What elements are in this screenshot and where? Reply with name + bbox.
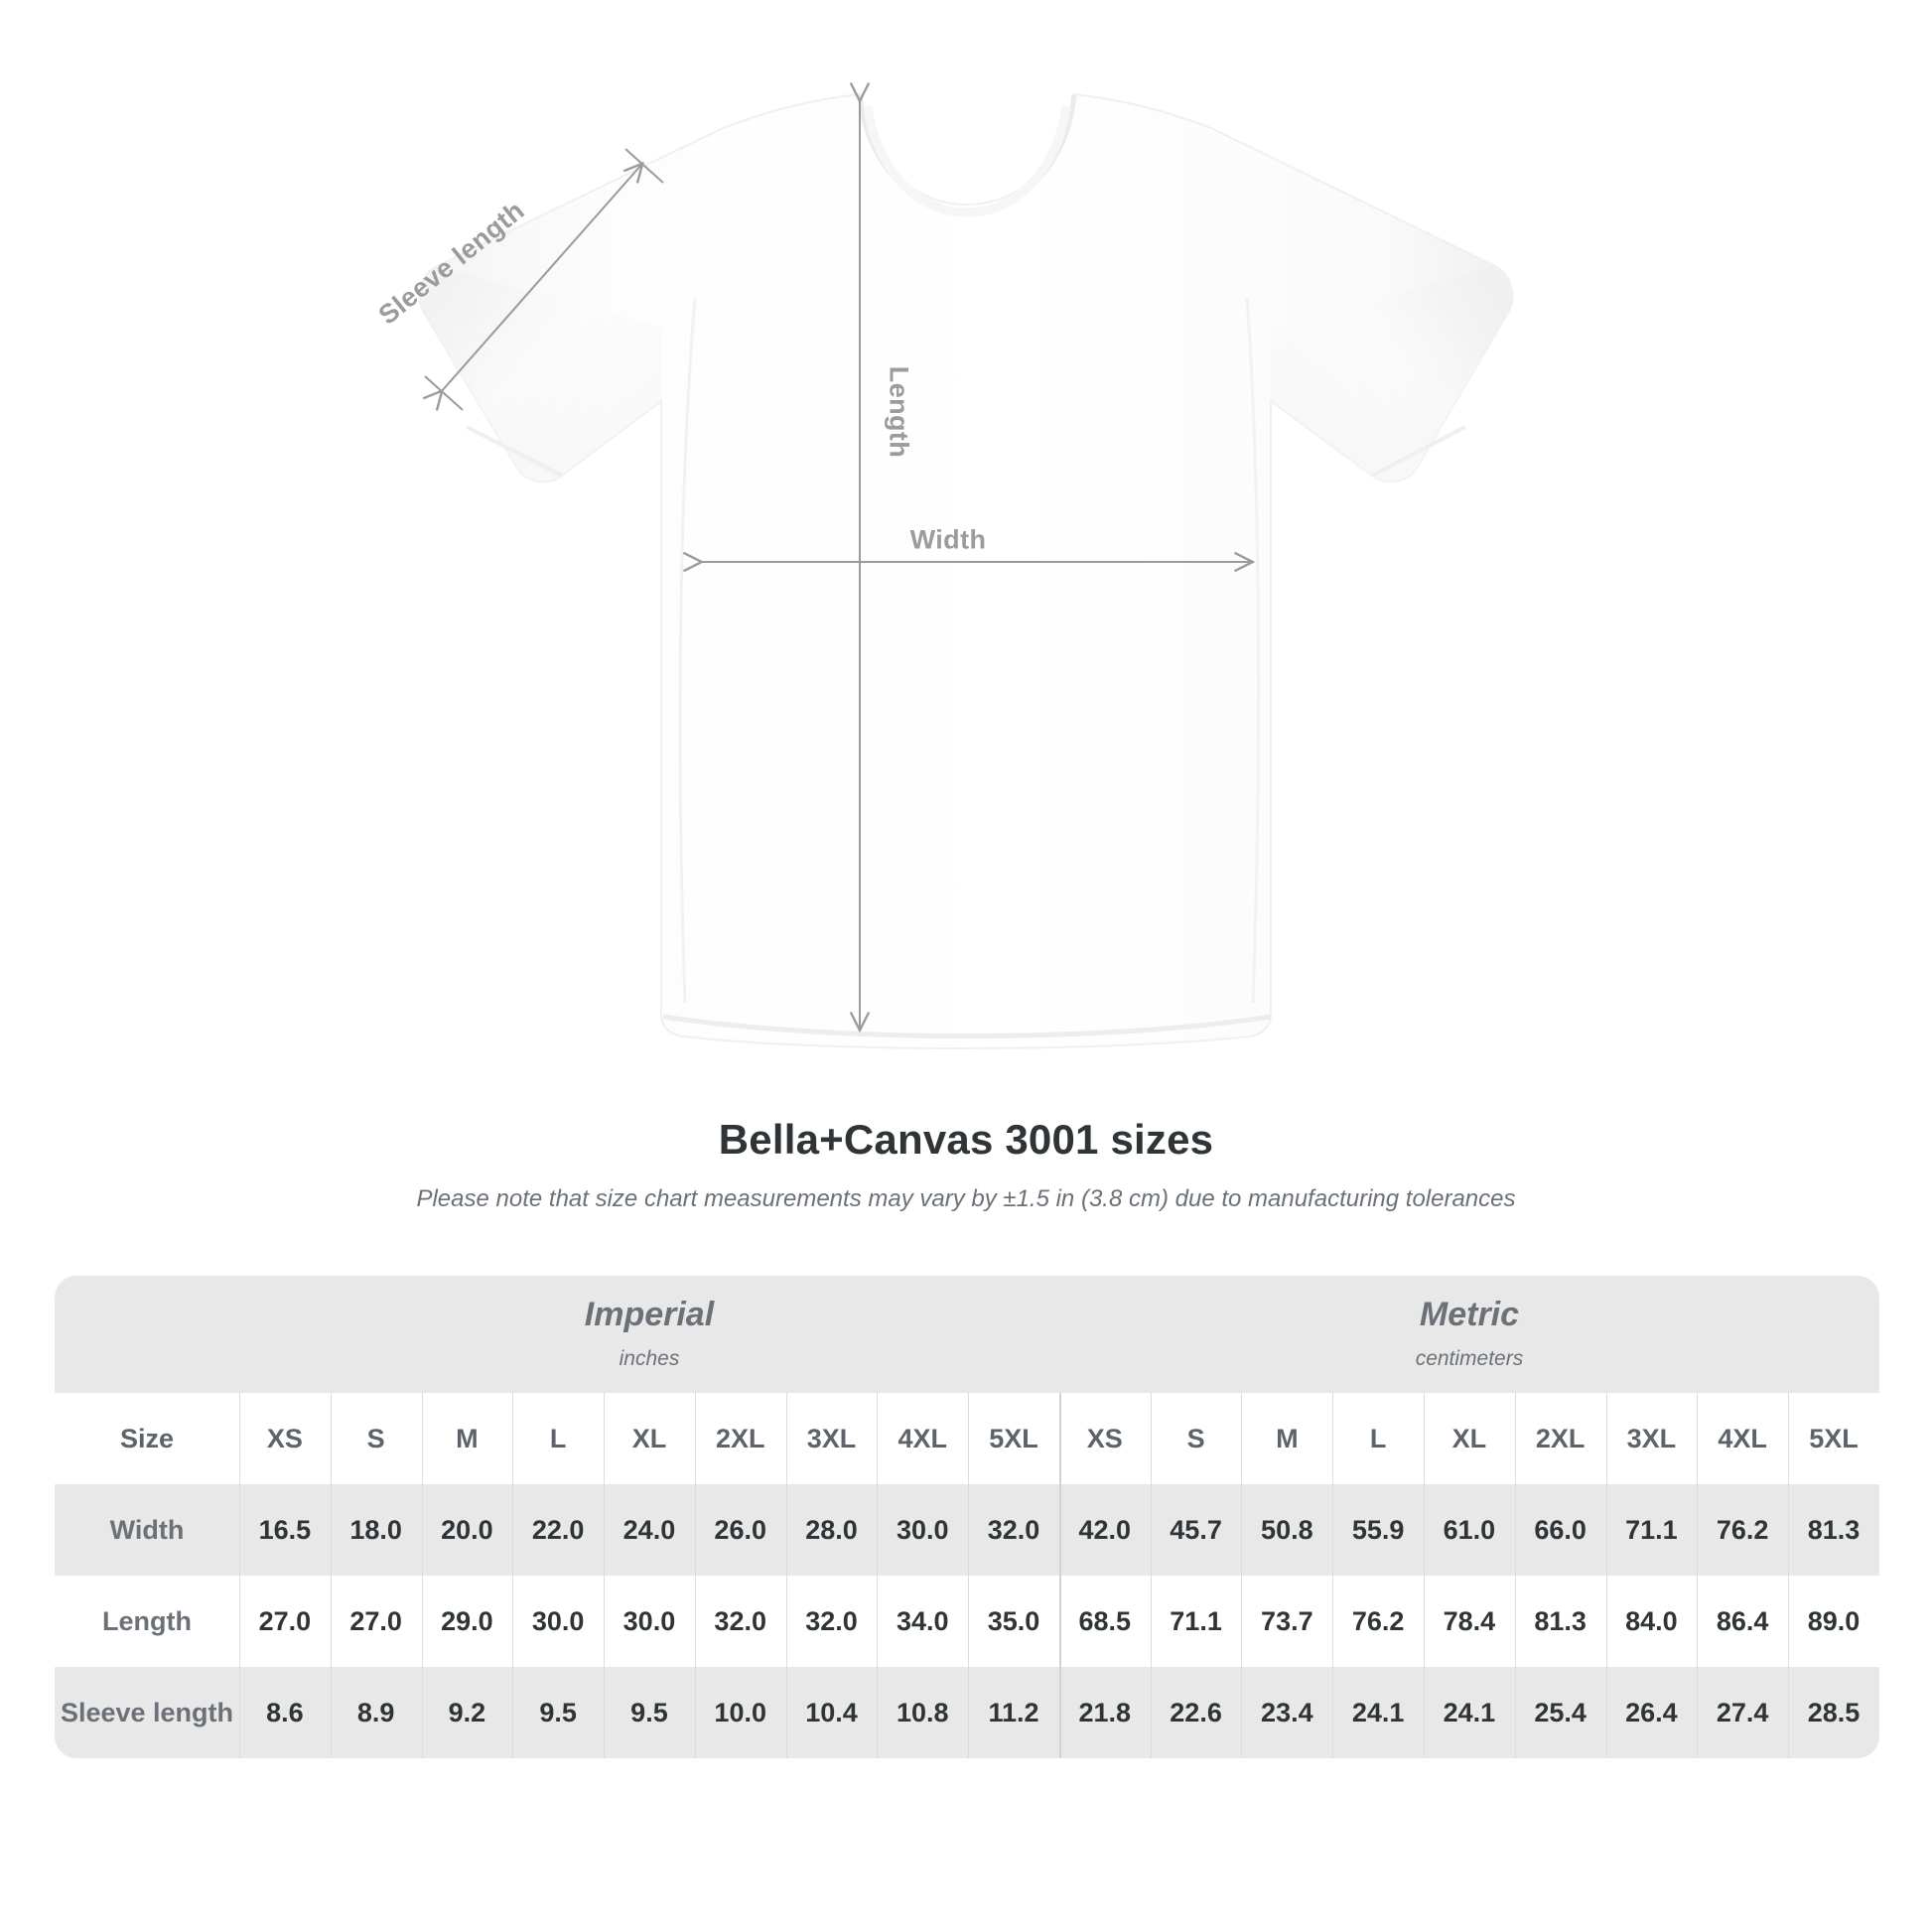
cell-length-imperial-2xl: 32.0 [694,1576,786,1667]
unit-group-unit: inches [619,1346,680,1370]
column-header-metric-4xl: 4XL [1697,1393,1789,1484]
cell-width-metric-4xl: 76.2 [1697,1484,1789,1576]
column-header-metric-5xl: 5XL [1788,1393,1879,1484]
row-header-width: Width [55,1484,239,1576]
page-subtitle: Please note that size chart measurements… [416,1185,1516,1212]
cell-sleeve-length-imperial-l: 9.5 [512,1667,605,1758]
cell-length-imperial-l: 30.0 [512,1576,605,1667]
cell-width-metric-s: 45.7 [1150,1484,1242,1576]
cell-length-metric-5xl: 89.0 [1788,1576,1879,1667]
column-header-metric-xs: XS [1058,1393,1151,1484]
heading-block: Bella+Canvas 3001 sizes Please note that… [0,1116,1932,1213]
cell-sleeve-length-imperial-3xl: 10.4 [785,1667,878,1758]
cell-sleeve-length-metric-3xl: 26.4 [1605,1667,1698,1758]
cell-length-imperial-xs: 27.0 [239,1576,331,1667]
cell-length-metric-xl: 78.4 [1423,1576,1515,1667]
cell-length-imperial-3xl: 32.0 [785,1576,878,1667]
cell-width-metric-xs: 42.0 [1058,1484,1151,1576]
cell-width-imperial-xl: 24.0 [604,1484,695,1576]
cell-length-metric-xs: 68.5 [1058,1576,1151,1667]
table-row: Width 16.5 18.0 20.0 22.0 24.0 26.0 28.0 30.0 32.… [55,1484,1879,1576]
cell-length-imperial-4xl: 34.0 [877,1576,969,1667]
tshirt-illustration-panel: Sleeve length Length Width [372,0,1514,1049]
unit-group-unit: centimeters [1415,1346,1524,1370]
cell-sleeve-length-imperial-s: 8.9 [330,1667,422,1758]
table-row: Sleeve length 8.6 8.9 9.2 9.5 9.5 10.0 10.4 10.8… [55,1667,1879,1758]
unit-group-name: Metric [1419,1296,1520,1334]
cell-width-metric-l: 55.9 [1332,1484,1424,1576]
cell-sleeve-length-imperial-m: 9.2 [421,1667,513,1758]
cell-length-metric-3xl: 84.0 [1605,1576,1698,1667]
column-header-imperial-4xl: 4XL [877,1393,969,1484]
cell-sleeve-length-imperial-2xl: 10.0 [694,1667,786,1758]
cell-width-imperial-l: 22.0 [512,1484,605,1576]
column-header-imperial-xs: XS [239,1393,331,1484]
unit-group-row: Imperial inches Metric centimeters [55,1276,1879,1393]
cell-width-metric-2xl: 66.0 [1514,1484,1606,1576]
cell-sleeve-length-metric-4xl: 27.4 [1697,1667,1789,1758]
cell-length-imperial-m: 29.0 [421,1576,513,1667]
cell-length-metric-s: 71.1 [1150,1576,1242,1667]
tshirt-shape [418,92,1514,1049]
column-header-imperial-m: M [421,1393,513,1484]
unit-group-metric: Metric centimeters [1058,1276,1879,1393]
column-header-imperial-5xl: 5XL [968,1393,1059,1484]
cell-width-metric-3xl: 71.1 [1605,1484,1698,1576]
column-header-imperial-l: L [512,1393,605,1484]
column-header-imperial-3xl: 3XL [785,1393,878,1484]
table-row: Length 27.0 27.0 29.0 30.0 30.0 32.0 32.0 34.0 35… [55,1576,1879,1667]
column-header-size: Size [55,1393,239,1484]
column-header-metric-l: L [1332,1393,1424,1484]
size-chart-table: Imperial inches Metric centimeters Size XS S M L… [55,1276,1879,1758]
cell-width-metric-xl: 61.0 [1423,1484,1515,1576]
column-header-imperial-2xl: 2XL [694,1393,786,1484]
cell-length-imperial-5xl: 35.0 [968,1576,1059,1667]
cell-width-imperial-3xl: 28.0 [785,1484,878,1576]
cell-width-imperial-xs: 16.5 [239,1484,331,1576]
cell-length-metric-m: 73.7 [1241,1576,1333,1667]
cell-sleeve-length-metric-xl: 24.1 [1423,1667,1515,1758]
cell-length-metric-l: 76.2 [1332,1576,1424,1667]
row-header-length: Length [55,1576,239,1667]
cell-width-imperial-5xl: 32.0 [968,1484,1059,1576]
cell-width-imperial-2xl: 26.0 [694,1484,786,1576]
unit-row-corner [55,1276,239,1393]
sleeve-dimension-line [425,148,664,411]
cell-sleeve-length-metric-xs: 21.8 [1058,1667,1151,1758]
cell-width-imperial-4xl: 30.0 [877,1484,969,1576]
cell-length-metric-2xl: 81.3 [1514,1576,1606,1667]
cell-sleeve-length-imperial-xs: 8.6 [239,1667,331,1758]
cell-length-imperial-xl: 30.0 [604,1576,695,1667]
cell-sleeve-length-imperial-xl: 9.5 [604,1667,695,1758]
size-chart-table-wrap: Imperial inches Metric centimeters Size XS S M L… [55,1276,1879,1758]
column-header-imperial-s: S [330,1393,422,1484]
size-header-row: Size XS S M L XL 2XL 3XL 4XL 5XL XS S M L XL 2XL 3XL 4XL 5… [55,1393,1879,1484]
cell-sleeve-length-metric-5xl: 28.5 [1788,1667,1879,1758]
cell-sleeve-length-imperial-4xl: 10.8 [877,1667,969,1758]
cell-length-imperial-s: 27.0 [330,1576,422,1667]
cell-width-metric-m: 50.8 [1241,1484,1333,1576]
column-header-metric-m: M [1241,1393,1333,1484]
cell-length-metric-4xl: 86.4 [1697,1576,1789,1667]
cell-width-metric-5xl: 81.3 [1788,1484,1879,1576]
cell-sleeve-length-imperial-5xl: 11.2 [968,1667,1059,1758]
unit-group-name: Imperial [584,1296,715,1334]
cell-sleeve-length-metric-m: 23.4 [1241,1667,1333,1758]
cell-sleeve-length-metric-2xl: 25.4 [1514,1667,1606,1758]
length-label: Length [884,365,914,459]
cell-sleeve-length-metric-s: 22.6 [1150,1667,1242,1758]
cell-width-imperial-m: 20.0 [421,1484,513,1576]
page-title: Bella+Canvas 3001 sizes [718,1116,1214,1163]
unit-group-imperial: Imperial inches [239,1276,1059,1393]
column-header-metric-xl: XL [1423,1393,1515,1484]
column-header-metric-2xl: 2XL [1514,1393,1606,1484]
row-header-sleeve-length: Sleeve length [55,1667,239,1758]
tshirt-diagram-svg [418,0,1514,1049]
column-header-imperial-xl: XL [604,1393,695,1484]
column-header-metric-s: S [1150,1393,1242,1484]
cell-width-imperial-s: 18.0 [330,1484,422,1576]
width-label: Width [909,524,987,555]
cell-sleeve-length-metric-l: 24.1 [1332,1667,1424,1758]
column-header-metric-3xl: 3XL [1605,1393,1698,1484]
